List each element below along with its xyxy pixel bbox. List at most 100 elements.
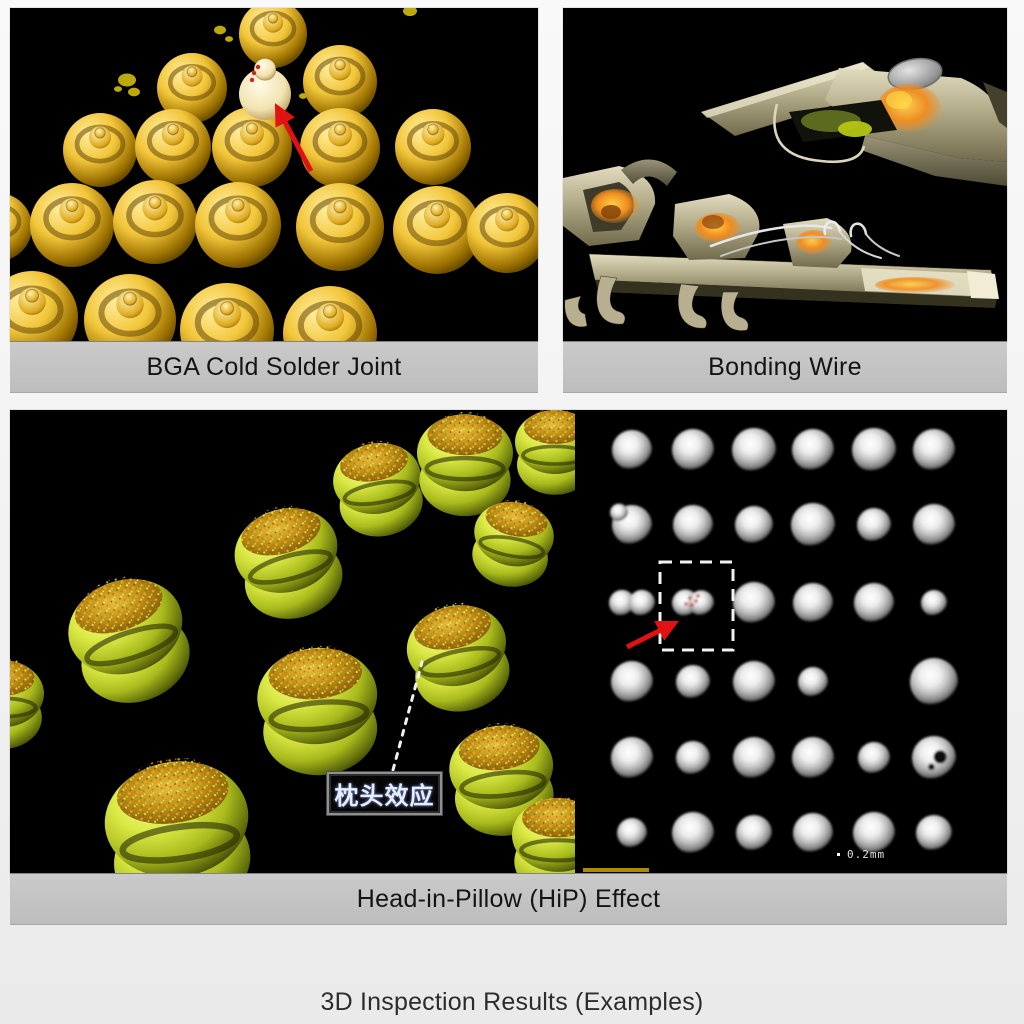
xray-ball <box>672 812 714 854</box>
xray-ball <box>610 503 652 545</box>
hip-solder-ball <box>68 576 190 703</box>
figure-title: 3D Inspection Results (Examples) <box>320 988 704 1016</box>
xray-ball <box>857 508 891 542</box>
hip-solder-ball <box>333 440 423 537</box>
solder-ball <box>300 108 380 188</box>
solder-ball <box>239 8 307 68</box>
xray-ball <box>858 742 890 774</box>
xray-ball <box>852 428 896 472</box>
xray-ball <box>672 589 714 617</box>
defect-arrow-icon <box>274 103 314 173</box>
xray-ball <box>798 667 828 697</box>
solder-ball <box>393 186 481 274</box>
solder-ball <box>157 53 227 123</box>
solder-ball <box>303 45 377 119</box>
solder-ball <box>84 274 176 341</box>
xray-ball <box>793 813 833 853</box>
xray-ball <box>735 506 773 544</box>
bga-render <box>10 8 538 341</box>
solder-ball <box>180 283 274 341</box>
solder-speck <box>214 25 226 35</box>
xray-ball <box>791 503 835 547</box>
solder-speck <box>225 36 233 42</box>
hip-solder-ball <box>104 757 251 873</box>
solder-ball <box>10 195 32 259</box>
xray-ball <box>736 815 772 851</box>
xray-ball <box>913 504 955 546</box>
xray-ball <box>921 590 947 616</box>
xray-ball <box>854 583 894 623</box>
hip-solder-ball <box>472 499 554 587</box>
bond-wire <box>773 103 866 164</box>
xray-ball <box>916 815 952 851</box>
solder-ball <box>296 183 384 271</box>
xray-ball <box>611 737 653 779</box>
xray-ball <box>853 812 895 854</box>
panel-head-in-pillow: 枕头效应 0.2mm Head-in-Pillow (HiP) Effect <box>10 410 1007 925</box>
solder-ball <box>113 180 197 264</box>
xray-ball <box>617 818 647 848</box>
xray-ball <box>732 428 776 472</box>
hip-annotation-label: 枕头效应 <box>327 772 442 815</box>
xray-ball <box>733 737 775 779</box>
hip-solder-ball <box>10 658 44 749</box>
xray-ball <box>733 661 775 703</box>
solder-ball <box>212 107 292 187</box>
solder-ball <box>63 113 137 187</box>
hip-solder-ball <box>417 412 513 517</box>
xray-ball <box>733 582 775 624</box>
xray-ball <box>676 665 710 699</box>
hip-solder-ball <box>234 505 343 619</box>
hip-3d-render <box>10 410 575 873</box>
caption-hip: Head-in-Pillow (HiP) Effect <box>10 873 1007 925</box>
solder-speck <box>403 8 417 17</box>
solder-ball <box>195 182 281 268</box>
solder-ball <box>135 109 211 185</box>
scale-bar-label: 0.2mm <box>837 848 885 861</box>
solder-ball <box>10 271 78 341</box>
xray-ball <box>792 737 834 779</box>
hip-solder-ball <box>257 644 378 776</box>
xray-ball <box>676 741 710 775</box>
xray-ball <box>792 429 834 471</box>
hip-solder-ball <box>406 602 510 712</box>
xray-ball <box>910 658 958 706</box>
bond-wires <box>709 220 900 259</box>
upper-leadframe-clip <box>700 57 1007 186</box>
bga-image <box>10 8 538 341</box>
xray-ball <box>612 430 652 470</box>
hip-image: 枕头效应 0.2mm <box>10 410 1007 873</box>
xray-ball <box>912 736 956 780</box>
xray-ball <box>672 429 714 471</box>
solder-speck <box>299 93 307 99</box>
solder-ball <box>30 183 114 267</box>
bonding-wire-image <box>563 8 1007 341</box>
leader-line <box>391 660 424 772</box>
solder-ball <box>467 193 538 273</box>
xray-ball <box>608 589 656 617</box>
defect-arrow-icon <box>625 620 679 650</box>
panel-bga-cold-solder: BGA Cold Solder Joint <box>10 8 538 393</box>
leadframe-legs <box>564 275 749 331</box>
hip-solder-ball <box>515 410 575 495</box>
solder-speck <box>118 73 136 87</box>
xray-ball <box>611 661 653 703</box>
caption-bga: BGA Cold Solder Joint <box>10 341 538 393</box>
cold-solder-defect-ball <box>239 57 291 120</box>
caption-bonding-wire: Bonding Wire <box>563 341 1007 393</box>
residual-strip <box>583 868 649 872</box>
solder-ball <box>395 109 471 185</box>
hip-xray-render <box>583 428 958 872</box>
solder-speck <box>128 87 140 97</box>
xray-ball <box>793 583 833 623</box>
hip-solder-ball <box>512 796 575 873</box>
xray-ball <box>673 505 713 545</box>
panel-bonding-wire: Bonding Wire <box>563 8 1007 393</box>
solder-ball <box>283 286 377 341</box>
lower-leadframe-clip <box>563 159 999 331</box>
hip-solder-ball <box>449 722 554 836</box>
bonding-wire-render <box>563 57 1007 331</box>
xray-ball <box>913 429 955 471</box>
solder-speck <box>114 86 122 92</box>
